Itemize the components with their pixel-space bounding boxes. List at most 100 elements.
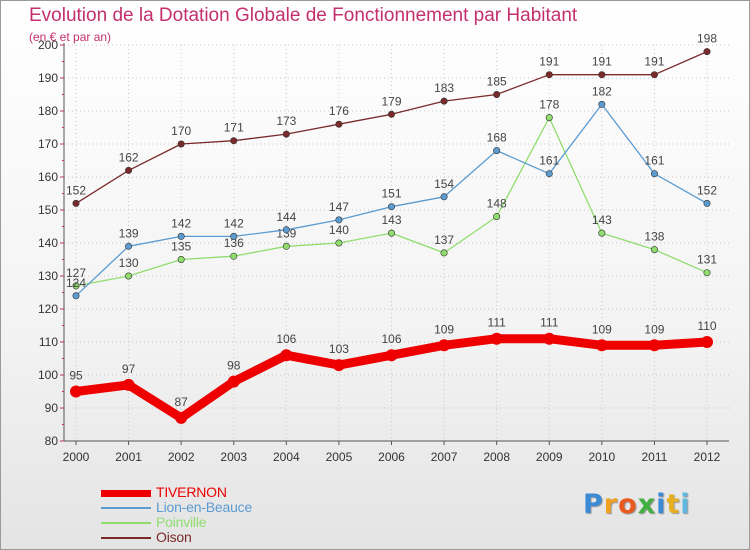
- y-tick-label-7: 150: [38, 203, 58, 217]
- legend-label-lion-en-beauce: Lion-en-Beauce: [156, 499, 253, 515]
- data-label-poinville-2005: 140: [329, 223, 349, 237]
- data-point-tivernon-2004: [280, 349, 293, 362]
- y-tick-label-10: 180: [38, 104, 58, 118]
- chart-title: Evolution de la Dotation Globale de Fonc…: [29, 5, 578, 26]
- data-point-tivernon-2008: [490, 332, 503, 345]
- y-tick-label-9: 170: [38, 137, 58, 151]
- data-label-poinville-2006: 143: [381, 213, 401, 227]
- legend-swatch-tivernon: [101, 489, 151, 497]
- data-point-tivernon-2010: [595, 339, 608, 352]
- data-label-poinville-2001: 130: [119, 256, 139, 270]
- data-label-tivernon-2004: 106: [276, 332, 296, 346]
- data-label-tivernon-2003: 98: [227, 359, 241, 373]
- data-label-lion-en-beauce-2001: 139: [119, 226, 139, 240]
- data-label-oison-2008: 185: [487, 75, 507, 89]
- x-tick-label-11: 2011: [642, 450, 668, 464]
- y-tick-label-6: 140: [38, 236, 58, 250]
- data-label-tivernon-2012: 110: [697, 319, 716, 333]
- data-point-tivernon-2011: [648, 339, 661, 352]
- data-point-poinville-2004: [282, 242, 290, 250]
- data-point-lion-en-beauce-2002: [177, 232, 185, 240]
- data-point-poinville-2006: [387, 229, 395, 237]
- data-label-oison-2012: 198: [697, 32, 717, 46]
- data-label-tivernon-2011: 109: [644, 322, 664, 336]
- data-label-lion-en-beauce-2007: 154: [434, 177, 454, 191]
- logo-letter-1: r: [603, 489, 619, 520]
- proxiti-logo: Proxiti: [583, 489, 691, 520]
- data-label-tivernon-2006: 106: [381, 332, 401, 346]
- x-tick-label-8: 2008: [483, 450, 510, 464]
- data-point-poinville-2003: [230, 252, 238, 260]
- data-point-lion-en-beauce-2010: [598, 100, 606, 108]
- data-label-oison-2005: 176: [329, 104, 349, 118]
- x-tick-label-2: 2002: [168, 450, 195, 464]
- data-point-tivernon-2006: [385, 349, 398, 362]
- data-label-tivernon-2005: 103: [329, 342, 349, 356]
- data-label-poinville-2011: 138: [644, 230, 664, 244]
- data-label-oison-2007: 183: [434, 81, 454, 95]
- data-point-oison-2005: [335, 120, 343, 128]
- data-point-oison-2010: [598, 71, 606, 79]
- data-point-lion-en-beauce-2006: [387, 203, 395, 211]
- logo-letter-0: P: [583, 489, 604, 520]
- data-label-tivernon-2009: 111: [540, 316, 559, 330]
- data-label-poinville-2009: 178: [539, 98, 559, 112]
- data-label-oison-2006: 179: [381, 94, 401, 108]
- data-label-oison-2002: 170: [171, 124, 191, 138]
- logo-letter-5: t: [666, 489, 681, 520]
- data-label-lion-en-beauce-2012: 152: [697, 183, 717, 197]
- data-point-poinville-2007: [440, 249, 448, 257]
- data-point-oison-2004: [282, 130, 290, 138]
- data-label-tivernon-2010: 109: [592, 322, 612, 336]
- x-tick-label-3: 2003: [220, 450, 247, 464]
- y-tick-label-4: 120: [38, 302, 58, 316]
- data-label-poinville-2012: 131: [697, 253, 717, 267]
- data-label-lion-en-beauce-2003: 142: [224, 216, 244, 230]
- data-point-tivernon-2009: [543, 332, 556, 345]
- data-point-lion-en-beauce-2009: [545, 170, 553, 178]
- data-point-poinville-2011: [650, 246, 658, 254]
- data-point-oison-2001: [125, 166, 133, 174]
- x-tick-label-6: 2006: [378, 450, 405, 464]
- data-point-poinville-2012: [703, 269, 711, 277]
- data-label-lion-en-beauce-2009: 161: [539, 154, 559, 168]
- data-point-tivernon-2005: [332, 359, 345, 372]
- data-point-oison-2003: [230, 137, 238, 145]
- y-tick-label-5: 130: [38, 269, 58, 283]
- data-point-poinville-2009: [545, 114, 553, 122]
- x-tick-label-10: 2010: [588, 450, 615, 464]
- data-label-oison-2010: 191: [592, 55, 612, 69]
- data-label-oison-2003: 171: [224, 121, 244, 135]
- data-point-poinville-2000: [72, 282, 80, 290]
- data-label-oison-2009: 191: [539, 55, 559, 69]
- data-label-poinville-2008: 148: [487, 197, 507, 211]
- logo-letter-4: i: [656, 489, 667, 520]
- data-label-lion-en-beauce-2002: 142: [171, 216, 191, 230]
- data-point-tivernon-2002: [175, 411, 188, 424]
- data-point-lion-en-beauce-2003: [230, 232, 238, 240]
- data-label-tivernon-2002: 87: [174, 395, 188, 409]
- data-label-tivernon-2000: 95: [69, 369, 83, 383]
- y-tick-label-11: 190: [38, 71, 58, 85]
- logo-letter-3: x: [637, 489, 657, 520]
- data-point-oison-2008: [493, 91, 501, 99]
- line-chart: 80 90 100 110 120 130 140 150 160 170 180 190 200 200…: [38, 32, 729, 464]
- data-label-oison-2000: 152: [66, 183, 86, 197]
- data-label-poinville-2000: 127: [66, 266, 86, 280]
- data-label-poinville-2003: 136: [224, 236, 244, 250]
- legend-swatch-poinville: [101, 522, 151, 524]
- data-label-lion-en-beauce-2000: 124: [66, 276, 86, 290]
- data-point-tivernon-2007: [438, 339, 451, 352]
- data-point-lion-en-beauce-2008: [493, 147, 501, 155]
- x-tick-label-7: 2007: [431, 450, 458, 464]
- data-label-lion-en-beauce-2006: 151: [381, 187, 401, 201]
- data-point-tivernon-2012: [701, 336, 713, 348]
- data-label-lion-en-beauce-2010: 182: [592, 84, 612, 98]
- x-tick-label-12: 2012: [694, 450, 721, 464]
- data-label-oison-2011: 191: [644, 55, 664, 69]
- chart-subtitle: (en € et par an): [29, 30, 112, 44]
- data-point-oison-2007: [440, 97, 448, 105]
- data-point-oison-2009: [545, 71, 553, 79]
- data-point-lion-en-beauce-2001: [125, 242, 133, 250]
